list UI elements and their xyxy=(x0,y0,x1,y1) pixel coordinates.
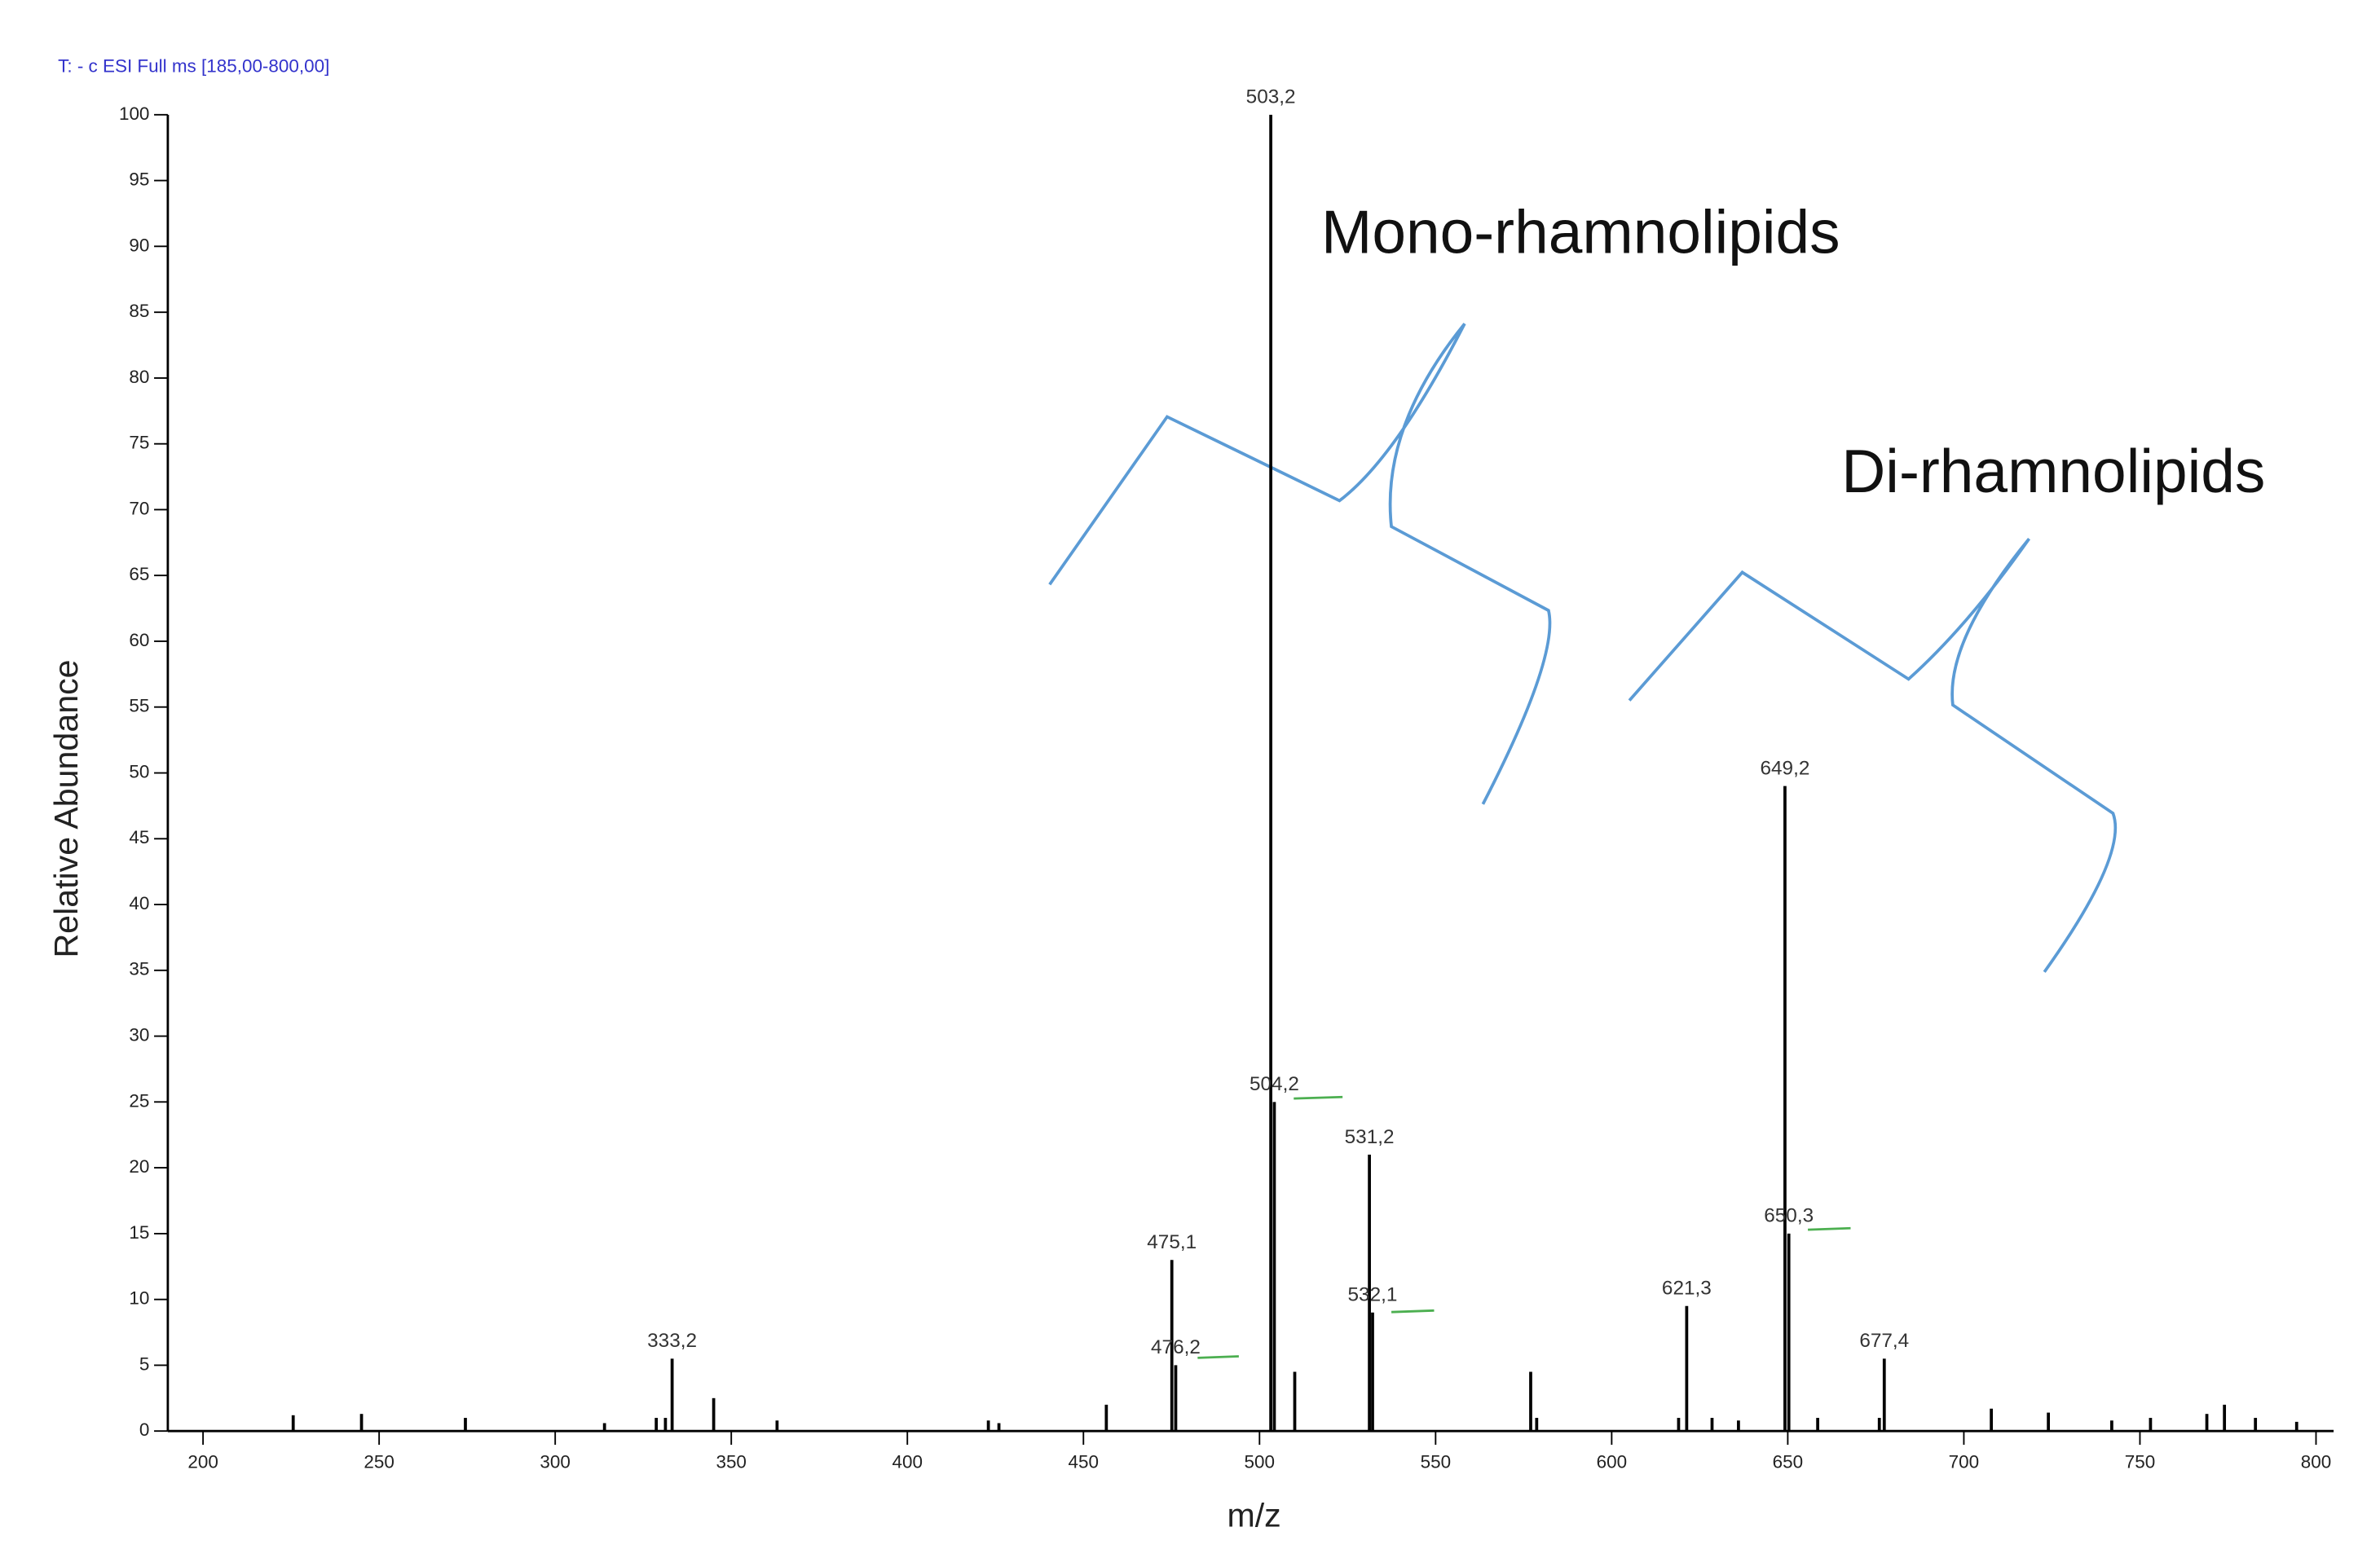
y-tick-label: 5 xyxy=(139,1353,150,1374)
y-tick-label: 100 xyxy=(119,103,149,124)
peak-label: 531,2 xyxy=(1345,1126,1395,1148)
peak-label: 333,2 xyxy=(647,1330,697,1352)
y-tick-label: 45 xyxy=(129,827,149,847)
y-tick-label: 85 xyxy=(129,301,149,321)
y-tick-label: 20 xyxy=(129,1156,149,1177)
marker-line xyxy=(1391,1309,1435,1314)
peak-label: 677,4 xyxy=(1859,1330,1909,1352)
peak-label: 476,2 xyxy=(1151,1336,1201,1358)
x-tick-label: 400 xyxy=(892,1451,922,1472)
peak-label: 475,1 xyxy=(1147,1231,1197,1253)
y-tick-label: 65 xyxy=(129,564,149,584)
marker-line xyxy=(1808,1226,1851,1231)
y-tick-label: 95 xyxy=(129,169,149,190)
x-tick-label: 200 xyxy=(187,1451,218,1472)
x-tick-label: 800 xyxy=(2301,1451,2331,1472)
mono-structure xyxy=(1048,323,1552,805)
y-tick-label: 25 xyxy=(129,1090,149,1111)
peak-label: 649,2 xyxy=(1760,757,1809,779)
y-axis-label: Relative Abundance xyxy=(47,659,85,957)
peak-label: 504,2 xyxy=(1250,1073,1299,1095)
x-tick-label: 350 xyxy=(716,1451,746,1472)
x-tick-label: 250 xyxy=(364,1451,394,1472)
marker-line xyxy=(1294,1095,1343,1100)
marker-line xyxy=(1197,1355,1239,1359)
x-tick-label: 600 xyxy=(1597,1451,1627,1472)
y-tick-label: 0 xyxy=(139,1419,150,1440)
peak-label: 621,3 xyxy=(1662,1278,1712,1300)
label-markers xyxy=(1197,1095,1851,1359)
annotation: Di-rhamnolipids xyxy=(1841,437,2265,505)
x-tick-label: 550 xyxy=(1421,1451,1451,1472)
x-axis-label: m/z xyxy=(1227,1497,1280,1534)
chart-title: T: - c ESI Full ms [185,00-800,00] xyxy=(58,56,329,77)
y-tick-label: 75 xyxy=(129,433,149,453)
annotation: Mono-rhamnolipids xyxy=(1321,197,1840,266)
peak-label: 503,2 xyxy=(1246,86,1296,108)
x-tick-label: 700 xyxy=(1949,1451,1979,1472)
molecule-sketch xyxy=(1048,323,2118,973)
x-tick-label: 500 xyxy=(1245,1451,1275,1472)
x-tick-label: 650 xyxy=(1773,1451,1803,1472)
x-tick-label: 750 xyxy=(2125,1451,2155,1472)
y-tick-label: 10 xyxy=(129,1288,149,1309)
y-tick-label: 60 xyxy=(129,630,149,650)
y-tick-label: 90 xyxy=(129,235,149,255)
peak-label: 532,1 xyxy=(1348,1284,1398,1306)
y-tick-label: 15 xyxy=(129,1222,149,1243)
y-tick-label: 70 xyxy=(129,498,149,518)
x-tick-label: 300 xyxy=(540,1451,570,1472)
y-tick-label: 40 xyxy=(129,893,149,913)
y-tick-label: 80 xyxy=(129,367,149,387)
y-tick-label: 35 xyxy=(129,959,149,979)
di-structure xyxy=(1628,538,2118,973)
y-tick-label: 55 xyxy=(129,696,149,716)
y-tick-label: 30 xyxy=(129,1025,149,1045)
x-tick-label: 450 xyxy=(1069,1451,1099,1472)
peak-label: 650,3 xyxy=(1764,1205,1814,1227)
y-tick-label: 50 xyxy=(129,761,149,781)
